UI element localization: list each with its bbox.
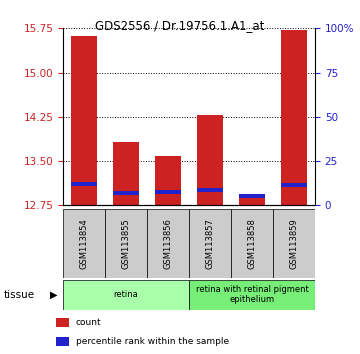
Bar — [197, 115, 222, 205]
Text: tissue: tissue — [4, 290, 35, 300]
Text: GSM113854: GSM113854 — [80, 218, 89, 269]
Bar — [113, 142, 139, 205]
Bar — [147, 209, 189, 278]
Text: count: count — [76, 318, 102, 327]
Text: retina with retinal pigment
epithelium: retina with retinal pigment epithelium — [195, 285, 309, 304]
Bar — [56, 318, 69, 327]
Text: GSM113855: GSM113855 — [122, 218, 130, 269]
Text: GSM113857: GSM113857 — [206, 218, 215, 269]
Bar — [71, 36, 96, 205]
Bar — [239, 194, 265, 198]
Bar — [156, 156, 181, 205]
Bar — [63, 209, 105, 278]
Text: GDS2556 / Dr.19756.1.A1_at: GDS2556 / Dr.19756.1.A1_at — [95, 19, 265, 33]
Bar — [197, 188, 222, 192]
Bar — [56, 337, 69, 346]
Text: GSM113858: GSM113858 — [248, 218, 256, 269]
Text: ▶: ▶ — [50, 290, 58, 300]
Bar — [189, 280, 315, 310]
Text: retina: retina — [114, 290, 138, 299]
Bar — [239, 198, 265, 205]
Bar — [273, 209, 315, 278]
Bar — [282, 30, 307, 205]
Bar — [156, 190, 181, 194]
Bar — [282, 183, 307, 187]
Text: GSM113859: GSM113859 — [289, 218, 298, 269]
Bar — [113, 190, 139, 195]
Bar — [231, 209, 273, 278]
Bar — [189, 209, 231, 278]
Text: percentile rank within the sample: percentile rank within the sample — [76, 337, 229, 347]
Bar — [71, 182, 96, 186]
Bar — [105, 209, 147, 278]
Text: GSM113856: GSM113856 — [163, 218, 172, 269]
Bar — [63, 280, 189, 310]
